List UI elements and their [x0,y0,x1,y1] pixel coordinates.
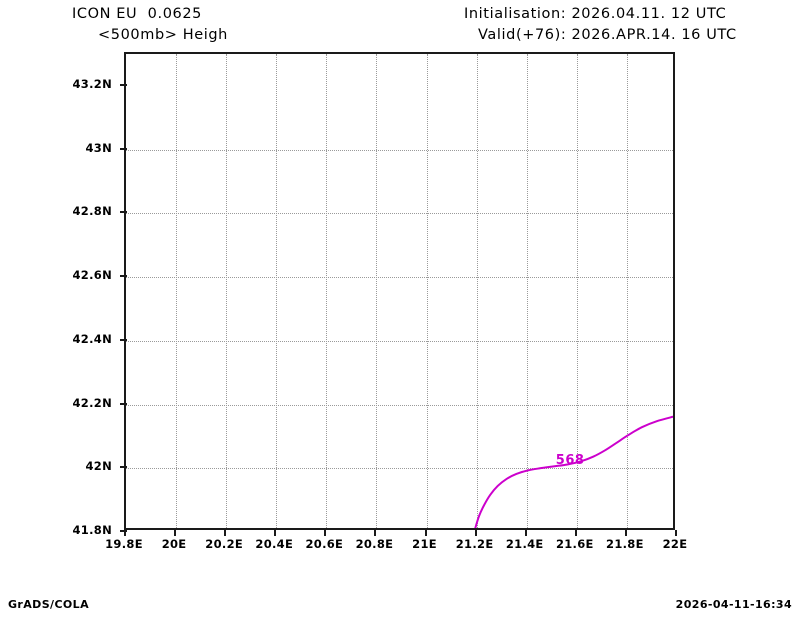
y-axis-label: 42.8N [72,204,112,219]
gridline-vertical [226,54,228,528]
footer-producer: GrADS/COLA [8,598,89,611]
gridline-horizontal [126,149,673,152]
y-axis-label: 42.2N [72,395,112,410]
level-title: <500mb> Heigh [98,27,228,43]
gridline-vertical [376,54,378,528]
header-left-block: ICON EU 0.0625 <500mb> Heigh [0,4,400,46]
gridline-vertical [176,54,178,528]
gridline-vertical [426,54,429,528]
y-axis-tick [120,147,127,150]
x-axis-label: 22E [662,537,688,551]
gridline-horizontal [126,213,673,215]
x-axis-label: 20E [161,537,187,551]
gridline-horizontal [126,468,673,470]
y-axis-label: 42N [85,459,112,474]
contour-layer [126,54,673,528]
x-axis-label: 21.6E [555,537,594,551]
x-axis-label: 20.6E [305,537,344,551]
x-axis-label: 20.8E [355,537,394,551]
gridline-horizontal [126,404,673,407]
x-axis-tick [624,530,627,536]
x-axis-tick [574,530,577,536]
model-title: ICON EU 0.0625 [72,6,202,22]
gridline-vertical [626,54,629,528]
x-axis-label: 20.2E [205,537,244,551]
gridlines [126,54,673,528]
x-axis-label: 21E [412,537,437,551]
y-axis-tick [120,338,127,341]
valid-time: Valid(+76): 2026.APR.14. 16 UTC [478,27,737,43]
x-axis-tick [224,530,227,536]
contour-svg [474,415,673,528]
y-axis-label: 43.2N [72,76,112,91]
x-axis-tick [174,530,177,536]
gridline-horizontal [126,277,673,279]
x-axis-label: 19.8E [105,537,143,551]
contour-label-568: 568 [555,453,585,469]
y-axis-label: 43N [85,140,112,155]
x-axis-label: 21.2E [455,537,494,551]
y-axis-tick [120,83,127,86]
y-axis-tick [120,530,127,532]
gridline-vertical [526,54,529,528]
y-axis-tick [120,211,127,214]
y-axis-tick [120,275,127,278]
x-axis-tick [374,530,377,536]
y-axis-label: 42.4N [72,331,112,346]
initialisation-time: Initialisation: 2026.04.11. 12 UTC [464,6,727,22]
x-axis-tick [474,530,477,536]
gridline-horizontal [126,340,673,343]
x-axis-tick [124,530,126,536]
y-axis-label: 42.6N [72,268,112,283]
x-axis-label: 21.8E [606,537,644,551]
y-axis-label: 41.8N [72,523,112,537]
x-axis-tick [424,530,427,536]
x-axis-tick [274,530,277,536]
x-axis-label: 21.4E [505,537,544,551]
gridline-vertical [326,54,328,528]
x-axis-tick [524,530,527,536]
gridline-vertical [576,54,579,528]
footer-generated-timestamp: 2026-04-11-16:34 [675,598,792,611]
gridline-vertical [476,54,479,528]
header-right-block: Initialisation: 2026.04.11. 12 UTC Valid… [400,4,800,46]
x-axis-tick [324,530,327,536]
y-axis-tick [120,402,127,405]
gridline-vertical [276,54,278,528]
plot-frame [124,52,675,530]
y-axis-tick [120,466,127,469]
x-axis-label: 20.4E [255,537,294,551]
contour-line-568 [474,415,673,528]
x-axis-tick [675,530,677,536]
